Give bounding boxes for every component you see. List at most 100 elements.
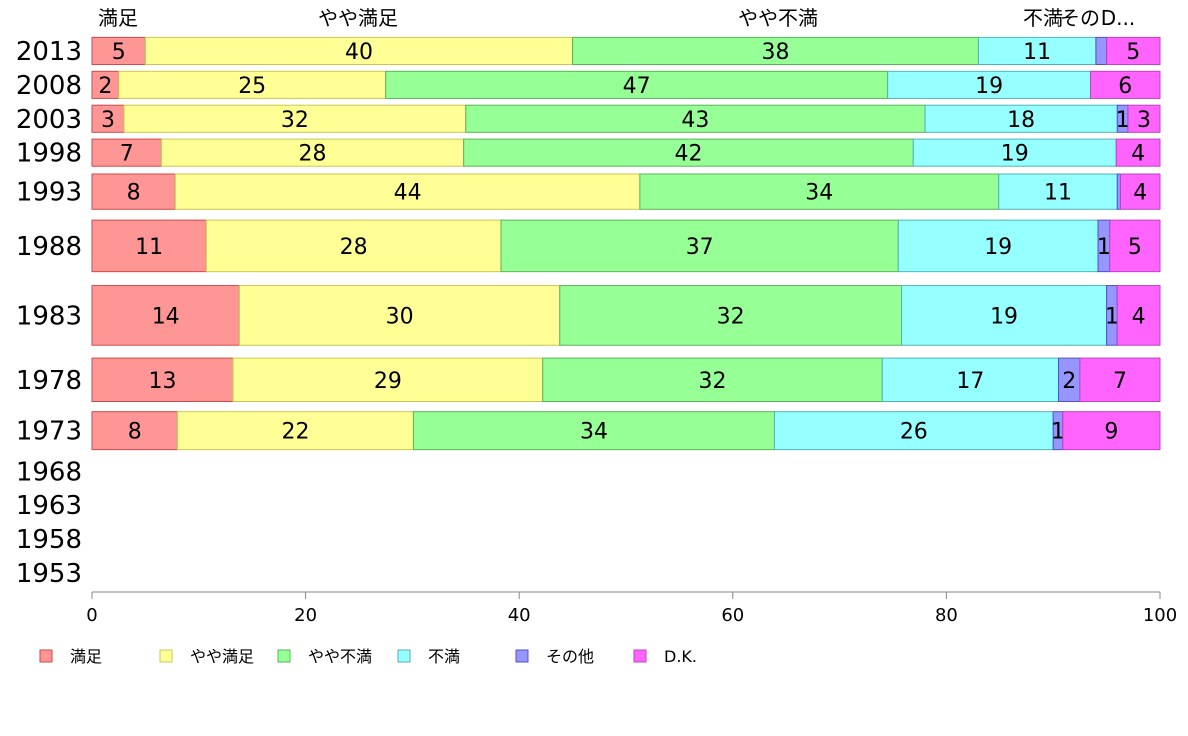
bar-segment bbox=[1062, 411, 1161, 451]
bar-data-label: 34 bbox=[805, 181, 833, 206]
legend-label: D.K. bbox=[664, 647, 697, 666]
top-series-label: 不満 bbox=[1023, 6, 1063, 30]
legend-swatch bbox=[633, 649, 647, 663]
bar-data-label: 5 bbox=[112, 40, 126, 65]
bar-data-label: 7 bbox=[1113, 369, 1127, 394]
bar-segment bbox=[924, 104, 1118, 133]
x-tick-label: 20 bbox=[294, 605, 317, 626]
year-label: 1973 bbox=[16, 417, 82, 447]
bar-data-label: 11 bbox=[1044, 181, 1072, 206]
bar-data-label: 47 bbox=[623, 74, 651, 99]
bar-data-label: 8 bbox=[128, 420, 142, 445]
bar-data-label: 44 bbox=[394, 181, 422, 206]
bar-data-label: 2 bbox=[1062, 369, 1076, 394]
bar-segment bbox=[385, 70, 889, 99]
bar-segment bbox=[1095, 36, 1108, 66]
bar-data-label: 37 bbox=[686, 235, 714, 260]
bar-data-label: 13 bbox=[148, 369, 176, 394]
bar-segment bbox=[559, 285, 903, 346]
bar-data-label: 30 bbox=[386, 304, 414, 329]
bar-segment bbox=[881, 357, 1060, 403]
x-tick-label: 100 bbox=[1143, 605, 1177, 626]
year-label: 1993 bbox=[16, 178, 82, 208]
legend-label: その他 bbox=[546, 647, 594, 666]
legend-label: やや満足 bbox=[190, 647, 254, 666]
top-series-label: D... bbox=[1101, 6, 1135, 30]
bar-data-label: 25 bbox=[238, 74, 266, 99]
bar-segment bbox=[1079, 357, 1161, 403]
bar-data-label: 22 bbox=[281, 420, 309, 445]
bar-segment bbox=[91, 285, 240, 346]
year-label: 1953 bbox=[16, 559, 82, 589]
top-series-label: やや満足 bbox=[318, 6, 398, 30]
bar-segment bbox=[1090, 70, 1161, 99]
bar-data-label: 5 bbox=[1126, 40, 1140, 65]
bar-data-label: 38 bbox=[762, 40, 790, 65]
bar-segment bbox=[639, 173, 1000, 210]
bar-data-label: 19 bbox=[990, 304, 1018, 329]
year-label: 1963 bbox=[16, 491, 82, 521]
bar-segment bbox=[91, 70, 120, 99]
top-series-label: やや不満 bbox=[738, 6, 818, 30]
bar-segment bbox=[572, 36, 979, 66]
x-tick-label: 0 bbox=[86, 605, 97, 626]
bar-data-label: 32 bbox=[699, 369, 727, 394]
bar-segment bbox=[91, 219, 207, 273]
year-label: 2013 bbox=[16, 37, 82, 67]
bar-data-label: 3 bbox=[1137, 108, 1151, 133]
bar-segment bbox=[901, 285, 1108, 346]
bar-data-label: 1 bbox=[1097, 235, 1111, 260]
bar-segment bbox=[1115, 138, 1161, 167]
bar-segment bbox=[91, 36, 146, 66]
bar-segment bbox=[232, 357, 544, 403]
bar-data-label: 28 bbox=[340, 235, 368, 260]
bar-data-label: 17 bbox=[956, 369, 984, 394]
bar-data-label: 18 bbox=[1007, 108, 1035, 133]
bar-data-label: 6 bbox=[1118, 74, 1132, 99]
bar-data-label: 34 bbox=[580, 420, 608, 445]
bar-segment bbox=[1109, 219, 1161, 273]
x-tick-label: 40 bbox=[508, 605, 531, 626]
top-series-label: その bbox=[1060, 6, 1100, 30]
bar-segment bbox=[1106, 36, 1161, 66]
year-label: 2003 bbox=[16, 105, 82, 135]
bar-data-label: 43 bbox=[681, 108, 709, 133]
bar-data-label: 4 bbox=[1131, 142, 1145, 167]
bar-segment bbox=[238, 285, 561, 346]
legend-label: やや不満 bbox=[308, 647, 372, 666]
bar-data-label: 9 bbox=[1104, 420, 1118, 445]
bar-data-label: 2 bbox=[98, 74, 112, 99]
legend-swatch bbox=[159, 649, 173, 663]
legend-label: 不満 bbox=[428, 647, 460, 666]
bar-segment bbox=[897, 219, 1099, 273]
bar-segment bbox=[1119, 173, 1161, 210]
bar-data-label: 28 bbox=[299, 142, 327, 167]
x-tick-label: 60 bbox=[721, 605, 744, 626]
bar-segment bbox=[123, 104, 467, 133]
legend-label: 満足 bbox=[70, 647, 102, 666]
bar-segment bbox=[174, 173, 641, 210]
bar-data-label: 11 bbox=[135, 235, 163, 260]
bar-data-label: 4 bbox=[1132, 304, 1146, 329]
bar-data-label: 29 bbox=[374, 369, 402, 394]
bar-segment bbox=[412, 411, 775, 451]
bar-segment bbox=[998, 173, 1118, 210]
bar-segment bbox=[205, 219, 502, 273]
bar-segment bbox=[912, 138, 1117, 167]
bar-data-label: 1 bbox=[1051, 420, 1065, 445]
legend-swatch bbox=[397, 649, 411, 663]
bar-data-label: 19 bbox=[1001, 142, 1029, 167]
year-label: 2008 bbox=[16, 71, 82, 101]
bar-data-label: 40 bbox=[345, 40, 373, 65]
bar-segment bbox=[542, 357, 883, 403]
bar-data-label: 1 bbox=[1105, 304, 1119, 329]
bar-data-label: 26 bbox=[900, 420, 928, 445]
bar-data-label: 4 bbox=[1133, 181, 1147, 206]
year-label: 1988 bbox=[16, 232, 82, 262]
legend-swatch bbox=[39, 649, 53, 663]
bar-segment bbox=[463, 138, 914, 167]
bar-data-label: 8 bbox=[127, 181, 141, 206]
bar-data-label: 19 bbox=[984, 235, 1012, 260]
